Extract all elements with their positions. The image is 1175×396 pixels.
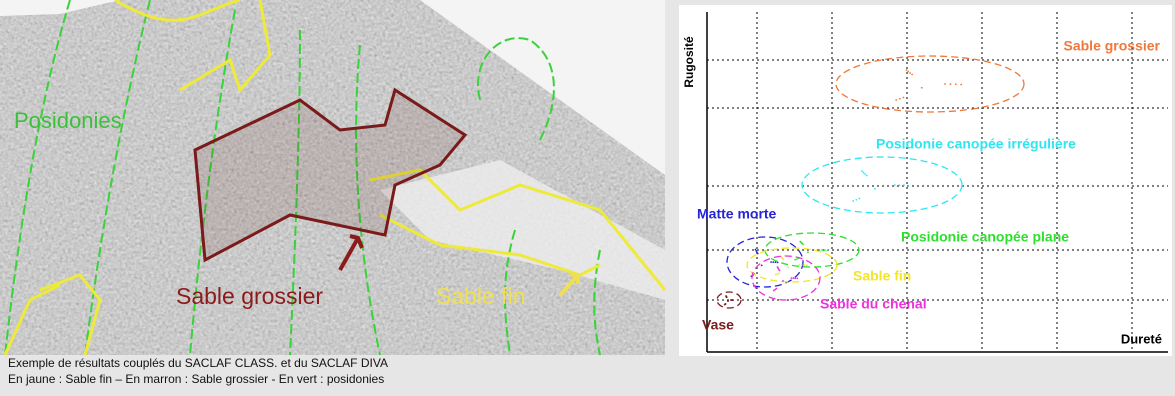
- class-point: [944, 83, 946, 85]
- sable-grossier-zone: [193, 87, 468, 263]
- class-point: [725, 295, 727, 297]
- arrow: [338, 234, 364, 271]
- class-point: [805, 264, 808, 267]
- class-point: [782, 280, 784, 282]
- class-point: [898, 184, 901, 187]
- class-point: [776, 266, 779, 268]
- class-point: [756, 251, 758, 254]
- mosaic-label: Sable grossier: [176, 283, 323, 309]
- class-point: [949, 83, 952, 86]
- class-point: [907, 70, 910, 73]
- class-point: [920, 86, 923, 89]
- mosaic-label: Posidonies: [14, 108, 122, 133]
- class-point: [864, 173, 866, 175]
- x-axis-label: Dureté: [1121, 331, 1162, 346]
- class-point: [909, 72, 911, 74]
- class-point: [800, 264, 803, 266]
- class-point: [794, 277, 797, 280]
- class-point: [907, 184, 910, 187]
- class-point: [821, 249, 824, 251]
- class-point: [823, 249, 826, 252]
- classification-diagram: Rugosité Dureté Sable grossier Posidonie …: [679, 5, 1172, 356]
- class-point: [954, 83, 957, 86]
- mosaic-blank: [420, 0, 665, 175]
- class-label: Vase: [702, 317, 734, 333]
- class-point: [960, 83, 963, 86]
- class-point: [852, 200, 855, 202]
- diagram-panel: [679, 5, 1172, 356]
- class-point: [772, 289, 775, 292]
- class-point: [727, 300, 729, 302]
- class-point: [799, 240, 802, 243]
- class-point: [865, 174, 868, 177]
- class-point: [770, 261, 772, 263]
- class-ellipse: [801, 156, 963, 214]
- class-point: [905, 69, 908, 71]
- class-point: [796, 277, 799, 280]
- class-point: [818, 249, 821, 251]
- class-point: [861, 170, 863, 172]
- class-point: [732, 299, 734, 302]
- class-point: [755, 249, 758, 252]
- class-point: [898, 97, 901, 100]
- class-point: [798, 264, 801, 266]
- class-ellipse: [764, 232, 860, 268]
- sable-fin-contours: [3, 0, 667, 356]
- mosaic-blank: [0, 0, 120, 16]
- class-point: [787, 266, 789, 269]
- class-ellipse: [746, 247, 838, 283]
- class-point: [803, 264, 806, 267]
- class-point: [794, 258, 796, 261]
- class-point: [776, 273, 779, 275]
- class-point: [774, 261, 777, 264]
- class-point: [772, 261, 775, 263]
- class-label: Posidonie canopée plane: [901, 229, 1069, 245]
- class-label: Sable du chenal: [820, 296, 927, 312]
- caption-line: En jaune : Sable fin – En marron : Sable…: [8, 372, 385, 386]
- class-point: [778, 272, 781, 275]
- sonar-mosaic: Posidonies Sable grossier Sable fin: [0, 0, 667, 356]
- class-point: [893, 184, 896, 186]
- class-point: [774, 273, 777, 276]
- arrow: [558, 272, 580, 297]
- class-point: [903, 184, 905, 187]
- class-point: [806, 251, 809, 254]
- class-point: [775, 287, 778, 290]
- mosaic-label: Sable fin: [436, 283, 526, 309]
- class-label: Sable grossier: [1064, 38, 1161, 54]
- class-point: [826, 249, 829, 252]
- class-point: [858, 197, 861, 200]
- class-point: [760, 264, 763, 267]
- class-point: [796, 258, 798, 260]
- class-point: [911, 73, 913, 76]
- class-point: [862, 171, 865, 174]
- class-ellipse: [716, 291, 742, 309]
- class-point: [855, 198, 858, 201]
- class-point: [874, 187, 876, 190]
- class-point: [902, 96, 905, 99]
- class-point: [895, 99, 898, 101]
- class-ellipse: [751, 255, 821, 301]
- class-point: [774, 288, 777, 291]
- class-point: [723, 303, 726, 306]
- class-point: [754, 248, 757, 251]
- class-point: [790, 277, 793, 279]
- class-label: Posidonie canopée irrégulière: [876, 136, 1076, 152]
- class-ellipse: [835, 55, 1025, 113]
- class-point: [792, 277, 795, 279]
- caption-line: Exemple de résultats couplés du SACLAF C…: [8, 356, 388, 370]
- class-label: Matte morte: [697, 206, 777, 222]
- class-ellipse: [726, 236, 804, 288]
- mosaic-light: [380, 160, 665, 300]
- posidonie-contours: [4, 0, 601, 356]
- class-label: Sable fin: [853, 268, 911, 284]
- y-axis-label: Rugosité: [682, 36, 696, 88]
- class-point: [756, 252, 759, 255]
